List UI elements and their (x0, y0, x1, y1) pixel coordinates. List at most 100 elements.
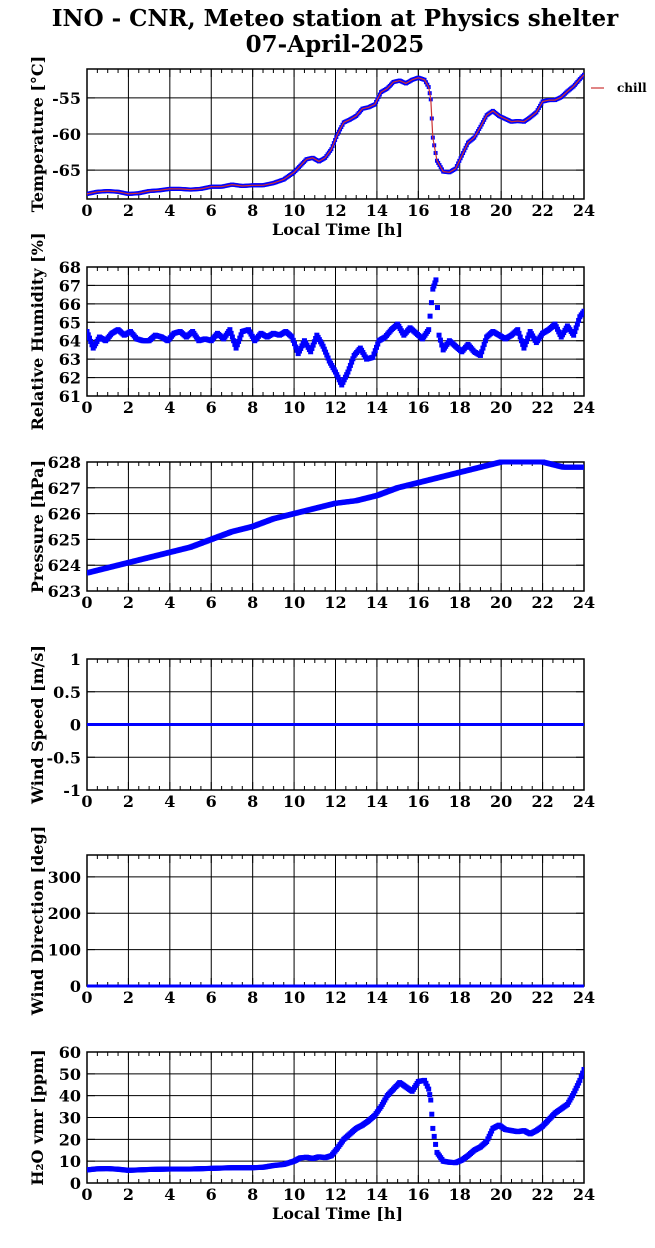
data-point (486, 1133, 492, 1139)
x-tick-label: 22 (531, 1185, 553, 1204)
data-point (437, 337, 443, 343)
x-tick-label: 10 (283, 201, 305, 220)
y-tick-label: 624 (48, 556, 81, 575)
data-point (347, 362, 353, 368)
y-tick-label: 30 (59, 1109, 81, 1128)
data-point (238, 332, 244, 338)
y-tick-label: 60 (59, 1043, 81, 1062)
x-tick-label: 22 (531, 988, 553, 1007)
x-tick-label: 2 (123, 201, 134, 220)
x-tick-label: 14 (366, 398, 388, 417)
data-point (433, 1141, 439, 1147)
chart-panel-humidity: 0 2 4 6 8 10 12 14 16 18 20 22 246162636465666768Rel… (28, 232, 595, 430)
data-point (227, 327, 233, 333)
data-point (233, 345, 239, 351)
y-tick-label: 64 (59, 332, 81, 351)
x-tick-label: 6 (206, 988, 217, 1007)
data-point (517, 334, 523, 340)
data-point (320, 343, 326, 349)
x-tick-label: 14 (366, 593, 388, 612)
x-tick-label: 14 (366, 792, 388, 811)
data-point (87, 335, 92, 341)
data-point (350, 356, 356, 362)
data-point (581, 464, 584, 470)
data-point (428, 300, 434, 306)
x-tick-label: 4 (164, 398, 175, 417)
data-point (554, 326, 560, 332)
data-point (234, 342, 240, 348)
x-tick-label: 12 (324, 988, 346, 1007)
data-point (335, 374, 341, 380)
data-point (581, 1066, 584, 1072)
y-axis-label: Relative Humidity [%] (28, 232, 47, 430)
y-tick-label: 63 (59, 350, 81, 369)
data-point (299, 343, 305, 349)
x-tick-label: 10 (283, 792, 305, 811)
x-tick-label: 20 (490, 988, 512, 1007)
series-pressure (87, 459, 584, 576)
data-point (573, 325, 579, 331)
y-axis-label: Temperature [°C] (28, 56, 47, 212)
x-tick-label: 2 (123, 593, 134, 612)
data-point (229, 334, 235, 340)
x-tick-label: 24 (573, 792, 595, 811)
data-point (556, 329, 562, 335)
y-tick-label: 627 (48, 479, 81, 498)
chill-line (87, 74, 584, 195)
data-point (344, 372, 350, 378)
y-tick-label: 100 (48, 941, 81, 960)
data-point (432, 280, 438, 286)
data-point (298, 345, 304, 351)
data-point (339, 382, 345, 388)
x-tick-label: 18 (449, 201, 471, 220)
x-tick-label: 4 (164, 201, 175, 220)
data-point (576, 1080, 582, 1086)
data-point (423, 1080, 429, 1086)
x-tick-label: 6 (206, 398, 217, 417)
x-tick-label: 20 (490, 398, 512, 417)
series-h2o_vmr (87, 1066, 584, 1173)
data-point (237, 335, 243, 341)
x-tick-label: 8 (247, 201, 258, 220)
data-point (370, 354, 376, 360)
y-tick-label: -60 (52, 125, 81, 144)
x-tick-label: 0 (81, 1185, 92, 1204)
x-tick-label: 2 (123, 1185, 134, 1204)
data-point (236, 338, 242, 344)
data-point (489, 1128, 495, 1134)
x-tick-label: 14 (366, 988, 388, 1007)
y-tick-label: 62 (59, 369, 81, 388)
x-tick-label: 10 (283, 988, 305, 1007)
data-point (345, 369, 351, 375)
data-point (295, 351, 301, 357)
x-tick-label: 6 (206, 201, 217, 220)
x-tick-label: 0 (81, 201, 92, 220)
x-tick-label: 24 (573, 593, 595, 612)
y-tick-label: 0 (70, 977, 81, 996)
y-tick-label: 0.5 (53, 683, 81, 702)
data-point (375, 341, 381, 347)
data-point (341, 377, 347, 383)
x-tick-label: 16 (407, 988, 429, 1007)
legend-label: chill (617, 81, 647, 95)
data-point (349, 359, 355, 365)
y-tick-label: -65 (52, 161, 81, 180)
x-tick-label: 14 (366, 1185, 388, 1204)
data-point (311, 339, 317, 345)
x-tick-label: 18 (449, 792, 471, 811)
data-point (428, 1097, 434, 1103)
data-point (321, 346, 327, 352)
data-point (581, 308, 584, 314)
x-tick-label: 0 (81, 792, 92, 811)
y-tick-label: 200 (48, 904, 81, 923)
data-point (479, 349, 485, 355)
x-tick-label: 8 (247, 1185, 258, 1204)
x-tick-label: 2 (123, 398, 134, 417)
data-point (431, 283, 437, 289)
y-tick-label: 623 (48, 582, 81, 601)
y-tick-label: 61 (59, 387, 81, 406)
x-tick-label: 8 (247, 988, 258, 1007)
y-tick-label: 50 (59, 1065, 81, 1084)
